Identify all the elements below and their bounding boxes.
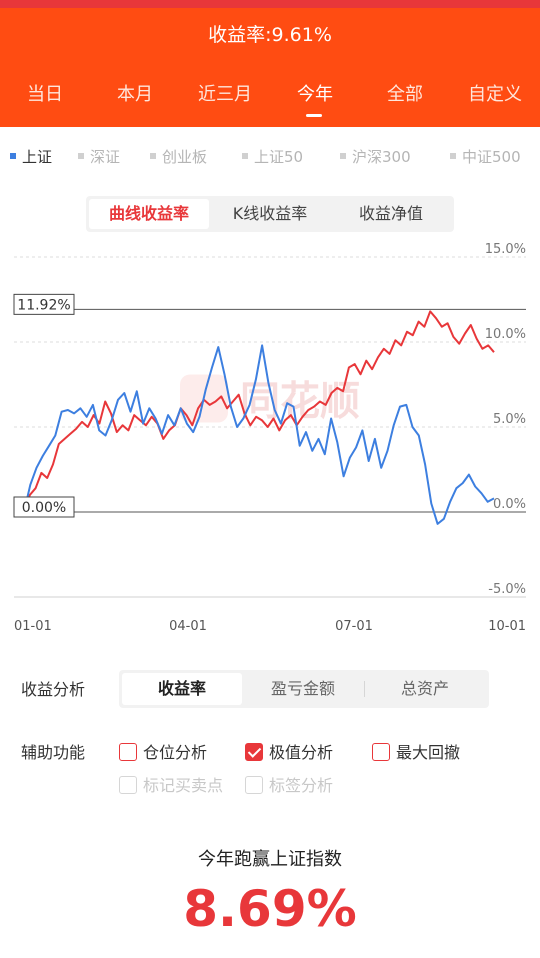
- checkbox-label: 极值分析: [269, 743, 334, 762]
- tab-this-year[interactable]: 今年: [297, 84, 333, 105]
- index-label: 深证: [90, 148, 121, 166]
- x-tick-label: 10-01: [488, 619, 526, 634]
- checkbox-max-drawdown[interactable]: 最大回撤: [372, 739, 460, 763]
- return-chart: 15.0% 10.0% 5.0% 0.0% -5.0% 01-01 04-01 07-01 10…: [13, 242, 526, 634]
- zero-value-label-box: [13, 496, 75, 518]
- status-bar: [0, 0, 540, 8]
- zero-value-label: 0.00%: [22, 500, 66, 516]
- page-title: 收益率:9.61%: [208, 24, 332, 46]
- index-chinext[interactable]: 创业板: [150, 146, 207, 167]
- period-tabs: 当日 本月 近三月 今年 全部 自定义: [0, 80, 540, 110]
- checkbox-extreme-analysis[interactable]: 极值分析: [245, 739, 333, 763]
- chart-type-switch: 曲线收益率 K线收益率 收益净值: [86, 196, 454, 232]
- beat-index-value: 8.69%: [183, 880, 357, 938]
- legend-dot-icon: [78, 152, 84, 159]
- tab-curve-return[interactable]: 曲线收益率: [89, 199, 209, 229]
- tab-all[interactable]: 全部: [387, 84, 423, 105]
- x-tick-label: 07-01: [335, 619, 373, 634]
- checkbox-icon: [119, 742, 137, 761]
- index-csi300[interactable]: 沪深300: [340, 146, 411, 167]
- divider: [364, 681, 365, 697]
- index-label: 创业板: [162, 148, 208, 166]
- tab-three-months[interactable]: 近三月: [198, 84, 252, 105]
- series-line-portfolio: [23, 310, 495, 513]
- legend-dot-icon: [450, 152, 456, 159]
- checkbox-icon: [119, 775, 137, 794]
- tab-custom[interactable]: 自定义: [468, 84, 522, 105]
- series-line-index: [23, 344, 495, 525]
- analysis-switch: 收益率 盈亏金额 总资产: [119, 670, 489, 708]
- checkbox-mark-trades[interactable]: 标记买卖点: [119, 772, 223, 796]
- tab-this-month[interactable]: 本月: [117, 84, 153, 105]
- analysis-label: 收益分析: [21, 680, 86, 699]
- index-label: 沪深300: [352, 148, 411, 166]
- tab-return-rate[interactable]: 收益率: [122, 673, 242, 705]
- index-csi500[interactable]: 中证500: [450, 146, 521, 167]
- index-label: 上证: [22, 148, 53, 166]
- y-tick-label: 5.0%: [493, 412, 526, 427]
- index-selector: 上证 深证 创业板 上证50 沪深300 中证500: [0, 146, 540, 170]
- checkbox-label: 最大回撤: [396, 743, 461, 762]
- checkbox-icon: [372, 742, 390, 761]
- max-value-label-box: [13, 293, 75, 315]
- legend-dot-icon: [242, 152, 248, 159]
- checkbox-label: 标签分析: [269, 776, 334, 795]
- y-tick-label: 15.0%: [485, 242, 526, 257]
- index-label: 中证500: [462, 148, 521, 166]
- x-tick-label: 04-01: [169, 619, 207, 634]
- index-shanghai[interactable]: 上证: [10, 146, 52, 167]
- app-header: 收益率:9.61% 当日 本月 近三月 今年 全部 自定义: [0, 8, 540, 127]
- watermark-text: 同花顺: [240, 379, 360, 425]
- x-tick-label: 01-01: [14, 619, 52, 634]
- tab-total-assets[interactable]: 总资产: [400, 679, 449, 698]
- legend-dot-icon: [150, 152, 156, 159]
- y-tick-label: -5.0%: [488, 582, 526, 597]
- checkbox-checked-icon: [245, 742, 263, 761]
- checkbox-label: 仓位分析: [143, 743, 208, 762]
- checkbox-tag-analysis[interactable]: 标签分析: [245, 772, 333, 796]
- checkbox-icon: [245, 775, 263, 794]
- tab-today[interactable]: 当日: [27, 84, 63, 105]
- beat-index-title: 今年跑赢上证指数: [198, 849, 342, 870]
- index-sse50[interactable]: 上证50: [242, 146, 303, 167]
- max-value-label: 11.92%: [17, 297, 70, 313]
- tab-net-value[interactable]: 收益净值: [358, 204, 423, 223]
- tab-kline-return[interactable]: K线收益率: [232, 204, 308, 223]
- index-shenzhen[interactable]: 深证: [78, 146, 120, 167]
- index-label: 上证50: [254, 148, 304, 166]
- tab-profit-loss[interactable]: 盈亏金额: [270, 679, 335, 698]
- legend-dot-icon: [10, 152, 16, 159]
- checkbox-position-analysis[interactable]: 仓位分析: [119, 739, 207, 763]
- aux-label: 辅助功能: [21, 743, 86, 762]
- active-tab-indicator: [306, 114, 322, 117]
- y-tick-label: 0.0%: [493, 497, 526, 512]
- legend-dot-icon: [340, 152, 346, 159]
- checkbox-label: 标记买卖点: [143, 776, 224, 795]
- y-tick-label: 10.0%: [485, 327, 526, 342]
